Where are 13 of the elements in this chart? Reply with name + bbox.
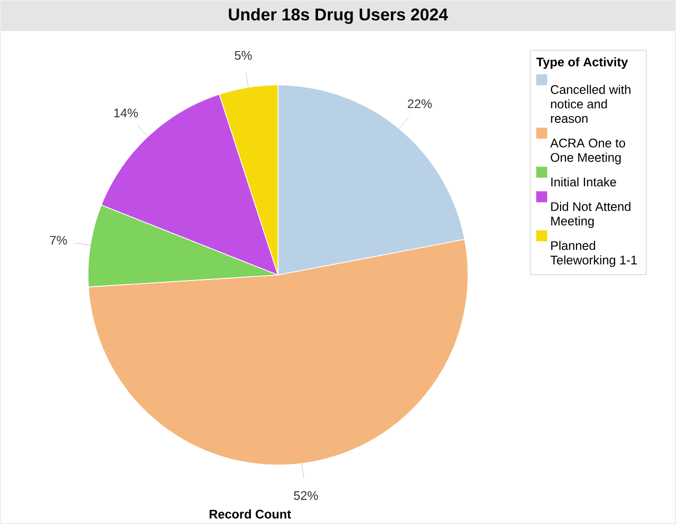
data-label: 7% <box>50 236 67 245</box>
text: Record Count <box>210 509 292 519</box>
legend-label: Initial Intake <box>551 177 616 186</box>
legend-title: Type of Activity <box>536 57 628 69</box>
legend-label: Planned Teleworking 1-1 <box>550 240 637 267</box>
data-label: 52% <box>294 491 318 500</box>
legend-label: Cancelled with notice and reason <box>550 84 630 123</box>
chart-title: Under 18s Drug Users 2024 <box>228 8 448 24</box>
data-label: 22% <box>408 99 432 108</box>
data-label: 14% <box>114 108 138 118</box>
data-label: 5% <box>234 51 252 60</box>
legend-label: Did Not Attend Meeting <box>551 202 630 228</box>
legend-label: ACRA One to One Meeting <box>550 138 626 164</box>
